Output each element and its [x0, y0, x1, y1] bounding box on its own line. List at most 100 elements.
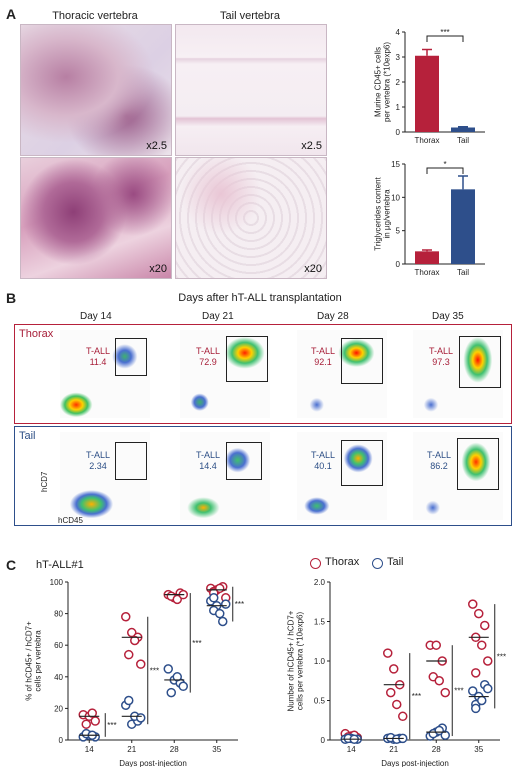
data-point-thorax [440, 687, 450, 698]
gate-value: 2.34 [89, 461, 107, 471]
data-point-thorax [483, 656, 493, 666]
gate-name: T-ALL [426, 450, 451, 460]
tail-row-label: Tail [19, 430, 36, 442]
data-point-thorax [124, 649, 134, 660]
significance-label: *** [454, 687, 463, 696]
x-category-label: Thorax [415, 268, 440, 277]
thorax-row-label: Thorax [19, 328, 54, 340]
facs-plot-tail-day35: T-ALL 86.2 [413, 432, 503, 520]
panel-b-label: B [6, 290, 17, 306]
bar-tail [451, 127, 475, 132]
data-point-thorax [431, 640, 441, 650]
t-all-gate [341, 338, 383, 384]
t-all-gate-label: T-ALL 97.3 [425, 346, 457, 368]
data-point-tail [221, 599, 231, 609]
facs-plot-tail-day28: T-ALL 40.1 [297, 432, 387, 520]
panel-b-title: Days after hT-ALL transplantation [178, 292, 342, 304]
gate-name: T-ALL [195, 346, 220, 356]
t-all-gate [115, 442, 147, 480]
significance-bracket [426, 35, 464, 42]
y-axis-label-line: Triglycerides content [374, 176, 383, 250]
data-point-tail [178, 681, 188, 692]
x-tick-label: 35 [212, 745, 221, 754]
gate-name: T-ALL [85, 450, 110, 460]
t-all-gate [459, 336, 501, 388]
y-tick-label: 0.5 [314, 697, 326, 706]
data-point-thorax [468, 599, 478, 609]
significance-label: *** [440, 28, 449, 37]
x-tick-label: 14 [85, 745, 94, 754]
data-point-thorax [383, 648, 393, 658]
y-tick-label: 60 [54, 641, 63, 650]
magnification-label: x2.5 [146, 140, 167, 152]
x-tick-label: 14 [347, 745, 356, 754]
y-tick-label: 20 [54, 704, 63, 713]
facs-plot-tail-day21: T-ALL 14.4 [180, 432, 270, 520]
histology-tail-low: x2.5 [175, 24, 327, 156]
thorax-legend-label: Thorax [325, 556, 360, 568]
y-tick-label: 15 [391, 160, 400, 169]
tail-legend-marker [372, 558, 383, 569]
scatter-number-chart: 0 0.5 1.0 1.5 2.0 Number of hCD45+ / hCD7+cel… [287, 578, 506, 767]
data-point-thorax [121, 612, 131, 622]
y-axis-label-line: per vertebra (*10exp6) [382, 42, 391, 122]
facs-x-axis-label: hCD45 [58, 516, 83, 525]
t-all-gate [341, 440, 383, 486]
t-all-gate [226, 336, 268, 382]
y-tick-label: 100 [50, 578, 64, 587]
data-point-thorax [386, 687, 396, 698]
data-point-thorax [477, 640, 487, 650]
t-all-gate-label: T-ALL 86.2 [423, 450, 455, 472]
x-axis-label: Days post-injection [381, 759, 449, 767]
facs-y-axis-label: hCD7 [40, 471, 49, 492]
tail-legend-label: Tail [387, 556, 404, 568]
x-category-label: Tail [457, 268, 469, 277]
y-tick-label: 80 [54, 610, 63, 619]
y-tick-label: 10 [391, 193, 400, 202]
data-point-tail [215, 608, 225, 619]
facs-plot-thorax-day21: T-ALL 72.9 [180, 330, 270, 418]
y-axis-label: Triglycerides contentin µg/vertebra [374, 176, 392, 250]
y-tick-label: 40 [54, 673, 63, 682]
data-point-thorax [127, 627, 137, 638]
thorax-legend-marker [310, 558, 321, 569]
panel-a-label: A [6, 6, 17, 22]
y-tick-label: 2 [396, 78, 401, 87]
bar-thorax [415, 55, 439, 132]
panel-c-subtitle: hT-ALL#1 [36, 559, 84, 571]
panel-c-label: C [6, 557, 17, 573]
significance-label: *** [150, 666, 159, 675]
data-point-thorax [392, 699, 402, 710]
data-point-tail [218, 616, 228, 627]
t-all-gate-label: T-ALL 2.34 [82, 450, 114, 472]
significance-label: *** [497, 652, 506, 661]
x-tick-label: 35 [474, 745, 483, 754]
t-all-gate-label: T-ALL 72.9 [192, 346, 224, 368]
y-tick-label: 0 [396, 128, 401, 137]
data-point-thorax [480, 620, 490, 631]
significance-label: * [443, 160, 446, 169]
facs-plot-tail-day14: T-ALL 2.34 [60, 432, 150, 520]
t-all-gate-label: T-ALL 40.1 [307, 450, 339, 472]
gate-value: 14.4 [199, 461, 217, 471]
y-tick-label: 0 [321, 736, 326, 745]
data-point-tail [477, 695, 487, 706]
y-axis-label: Number of hCD45+ / hCD7+cells per verteb… [287, 610, 305, 711]
y-axis-label-line: cells per vertebra [33, 630, 42, 692]
data-point-thorax [130, 635, 140, 646]
scatter-percent-chart: 0 20 40 60 80 100 % of hCD45+ / hCD7+cells per… [25, 578, 244, 767]
significance-label: *** [412, 692, 421, 701]
data-point-tail [136, 713, 146, 723]
significance-label: *** [235, 600, 244, 609]
y-tick-label: 1 [396, 103, 401, 112]
y-tick-label: 0 [396, 260, 401, 269]
histology-tail-high: x20 [175, 157, 327, 279]
x-category-label: Tail [457, 136, 469, 145]
y-axis-label-line: cells per vertebra (*10exp6) [295, 612, 304, 711]
t-all-gate-label: T-ALL 11.4 [82, 346, 114, 368]
x-tick-label: 28 [432, 745, 441, 754]
t-all-gate-label: T-ALL 14.4 [192, 450, 224, 472]
data-point-thorax [136, 659, 146, 669]
x-tick-label: 21 [127, 745, 136, 754]
facs-plot-thorax-day35: T-ALL 97.3 [413, 330, 503, 418]
